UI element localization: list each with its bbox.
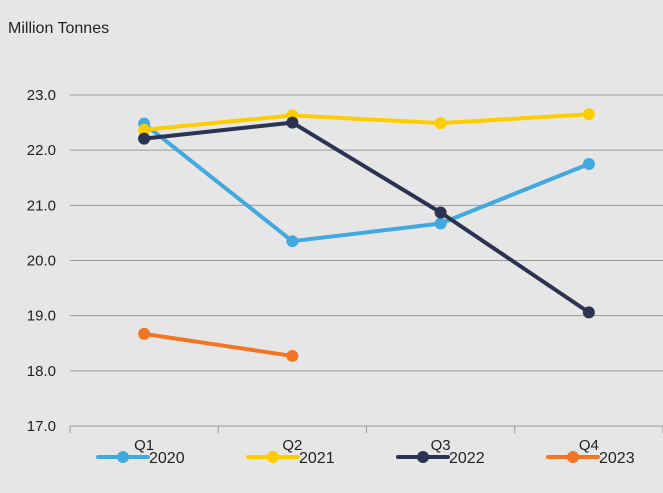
legend-swatch-marker	[117, 451, 129, 463]
x-tick-label: Q3	[431, 437, 451, 454]
data-point	[138, 123, 151, 136]
legend-item: 2021	[246, 450, 335, 467]
data-point	[286, 116, 299, 129]
y-axis-tick-labels: 23.0 22.0 21.0 20.0 19.0 18.0 17.0	[27, 87, 56, 435]
legend-label: 2020	[149, 450, 185, 467]
y-tick-label: 18.0	[27, 363, 56, 380]
legend-swatch-marker	[417, 451, 429, 463]
gridlines	[70, 94, 663, 372]
legend-label: 2021	[299, 450, 335, 467]
series-line	[142, 112, 591, 132]
legend-swatch-marker	[267, 451, 279, 463]
y-tick-label: 17.0	[27, 418, 56, 435]
legend-item: 2020	[96, 450, 185, 467]
data-point	[582, 157, 595, 170]
data-point	[434, 217, 447, 230]
data-point	[138, 327, 151, 340]
data-point	[434, 206, 447, 219]
series-2022	[138, 116, 595, 319]
legend-swatch-marker	[567, 451, 579, 463]
y-tick-label: 23.0	[27, 87, 56, 104]
y-tick-label: 20.0	[27, 253, 56, 270]
y-axis-unit-label: Million Tonnes	[8, 20, 110, 37]
legend-label: 2023	[599, 450, 635, 467]
legend-label: 2022	[449, 450, 485, 467]
legend: 2020 2021 2022 2023	[96, 450, 635, 467]
series-line	[142, 331, 295, 358]
legend-item: 2023	[546, 450, 635, 467]
data-point	[582, 108, 595, 121]
series-line	[142, 121, 591, 244]
y-tick-label: 22.0	[27, 142, 56, 159]
x-axis	[69, 425, 663, 433]
series-2023	[138, 327, 299, 362]
x-tick-label: Q4	[579, 437, 599, 454]
data-point	[434, 117, 447, 130]
y-tick-label: 21.0	[27, 197, 56, 214]
legend-item: 2022	[396, 450, 485, 467]
data-point	[138, 132, 151, 145]
series-lines	[138, 108, 595, 362]
data-point	[582, 306, 595, 319]
x-tick-label: Q1	[134, 437, 154, 454]
data-point	[286, 235, 299, 248]
y-tick-label: 19.0	[27, 308, 56, 325]
series-line	[142, 120, 591, 315]
x-tick-label: Q2	[282, 437, 302, 454]
data-point	[286, 349, 299, 362]
x-axis-tick-labels: Q1 Q2 Q3 Q4	[134, 437, 599, 454]
series-2020	[138, 117, 595, 248]
